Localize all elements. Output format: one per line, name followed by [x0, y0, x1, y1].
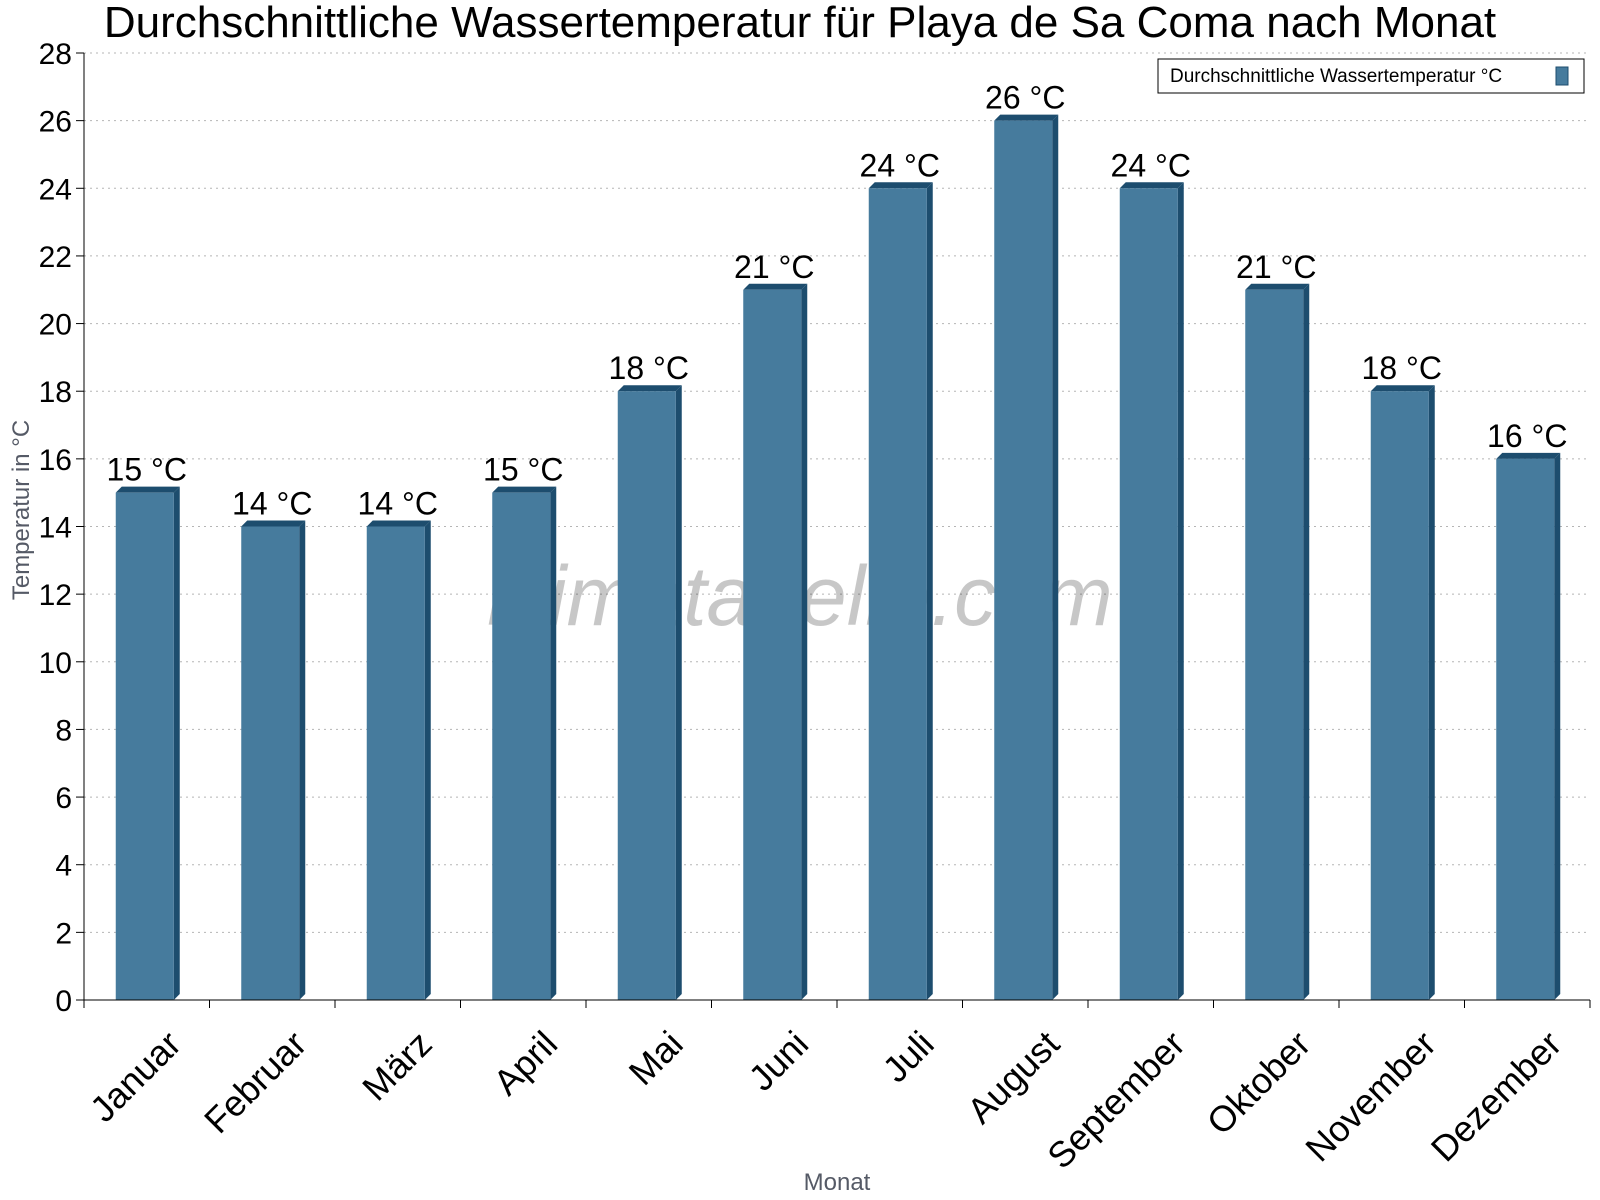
data-label: 18 °C — [1362, 350, 1442, 386]
data-label: 15 °C — [483, 452, 563, 488]
y-tick-label: 6 — [55, 782, 72, 815]
data-label: 14 °C — [358, 486, 438, 522]
bar-group — [1119, 182, 1184, 1001]
legend-box — [1157, 58, 1585, 94]
bar — [743, 289, 802, 1000]
y-tick-label: 28 — [39, 38, 72, 71]
bar-side — [1052, 114, 1059, 1000]
bar-side — [801, 283, 808, 1000]
bar-top — [994, 114, 1059, 121]
bar-top — [366, 520, 431, 527]
bar — [241, 526, 300, 1000]
x-axis-title: Monat — [804, 1169, 871, 1196]
bar-group — [241, 520, 306, 1000]
bar — [1245, 289, 1304, 1000]
bar-group — [994, 114, 1059, 1000]
y-tick-label: 8 — [55, 714, 72, 747]
bar — [492, 492, 551, 1000]
bar — [1119, 188, 1178, 1001]
bar-top — [1496, 452, 1561, 459]
bar-side — [675, 385, 682, 1000]
y-tick-label: 16 — [39, 444, 72, 477]
data-label: 21 °C — [734, 249, 814, 285]
bar-group — [1496, 452, 1561, 1000]
x-tick-label: Juni — [741, 1023, 817, 1099]
bar-top — [1119, 182, 1184, 189]
x-tick-label: Juli — [875, 1023, 942, 1090]
chart-title: Durchschnittliche Wassertemperatur für P… — [104, 0, 1496, 47]
bar-side — [1303, 283, 1310, 1000]
bar-side — [926, 182, 933, 1001]
y-tick-label: 26 — [39, 106, 72, 139]
bar-group — [1370, 385, 1435, 1000]
data-label: 21 °C — [1236, 249, 1316, 285]
bar-side — [1554, 452, 1561, 1000]
x-tick-label: April — [485, 1023, 565, 1103]
bar-top — [617, 385, 682, 392]
x-tick-label: März — [354, 1023, 440, 1109]
bar-side — [299, 520, 306, 1000]
legend-label: Durchschnittliche Wassertemperatur °C — [1170, 66, 1502, 87]
x-tick-label: Januar — [82, 1023, 189, 1130]
bar-top — [743, 283, 808, 290]
y-tick-label: 14 — [39, 512, 72, 545]
bar — [115, 492, 174, 1000]
bar-group — [868, 182, 933, 1001]
x-tick-label: Dezember — [1423, 1023, 1569, 1169]
x-tick-label: September — [1039, 1023, 1193, 1177]
bar-top — [1370, 385, 1435, 392]
y-axis-title: Temperatur in °C — [8, 420, 35, 600]
x-tick-label: Februar — [196, 1023, 314, 1141]
bar-group — [1245, 283, 1310, 1000]
x-tick-label: Oktober — [1199, 1023, 1319, 1143]
bars — [115, 114, 1561, 1001]
bar-group — [115, 486, 180, 1000]
data-label: 14 °C — [232, 486, 312, 522]
bar-top — [868, 182, 933, 189]
bar-top — [492, 486, 557, 493]
y-tick-label: 4 — [55, 850, 72, 883]
bar — [1370, 391, 1429, 1000]
data-label: 26 °C — [985, 80, 1065, 116]
x-tick-label: August — [959, 1023, 1067, 1131]
bar-side — [424, 520, 431, 1000]
data-labels: 15 °C 14 °C 14 °C 15 °C 18 °C 21 °C 24 °C 26 °C… — [107, 80, 1568, 522]
y-tick-label: 2 — [55, 917, 72, 950]
bar-top — [241, 520, 306, 527]
bar-group — [366, 520, 431, 1000]
bar — [366, 526, 425, 1000]
bar — [994, 120, 1053, 1000]
bar-side — [550, 486, 557, 1000]
y-tick-label: 24 — [39, 173, 72, 206]
bar — [868, 188, 927, 1001]
bar-top — [115, 486, 180, 493]
x-tick-label: November — [1297, 1023, 1443, 1169]
bar — [1496, 458, 1555, 1000]
y-tick-label: 20 — [39, 309, 72, 342]
y-tick-label: 0 — [55, 985, 72, 1018]
bar-top — [1245, 283, 1310, 290]
data-label: 15 °C — [107, 452, 187, 488]
bar-side — [173, 486, 180, 1000]
grid-lines — [84, 52, 1590, 933]
y-tick-label: 10 — [39, 647, 72, 680]
bar-side — [1428, 385, 1435, 1000]
y-tick-label: 22 — [39, 241, 72, 274]
bar-group — [617, 385, 682, 1000]
bar-group — [743, 283, 808, 1000]
data-label: 18 °C — [609, 350, 689, 386]
x-tick-label: Mai — [621, 1023, 691, 1093]
bar-group — [492, 486, 557, 1000]
bar — [617, 391, 676, 1000]
legend: Durchschnittliche Wassertemperatur °C — [1157, 58, 1585, 94]
y-tick-label: 18 — [39, 376, 72, 409]
data-label: 24 °C — [1111, 147, 1191, 183]
legend-swatch — [1555, 66, 1569, 86]
data-label: 24 °C — [860, 147, 940, 183]
bar-side — [1177, 182, 1184, 1001]
y-tick-label: 12 — [39, 579, 72, 612]
data-label: 16 °C — [1487, 418, 1567, 454]
